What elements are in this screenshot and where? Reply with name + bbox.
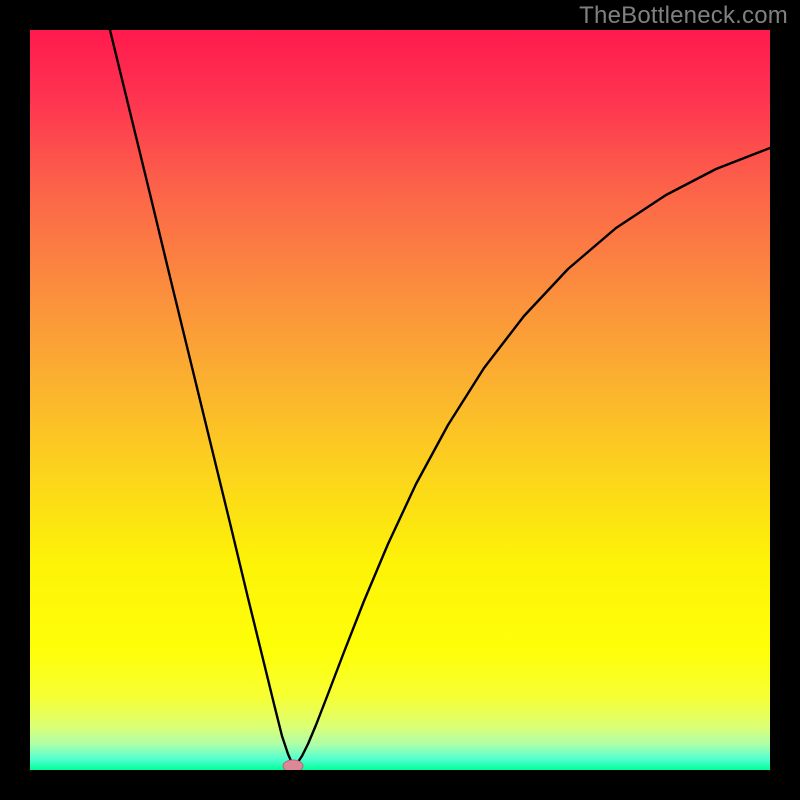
- watermark-text: TheBottleneck.com: [579, 2, 788, 30]
- plot-area: [30, 30, 770, 770]
- gradient-background: [30, 30, 770, 770]
- chart-svg: [30, 30, 770, 770]
- minimum-marker: [283, 760, 303, 770]
